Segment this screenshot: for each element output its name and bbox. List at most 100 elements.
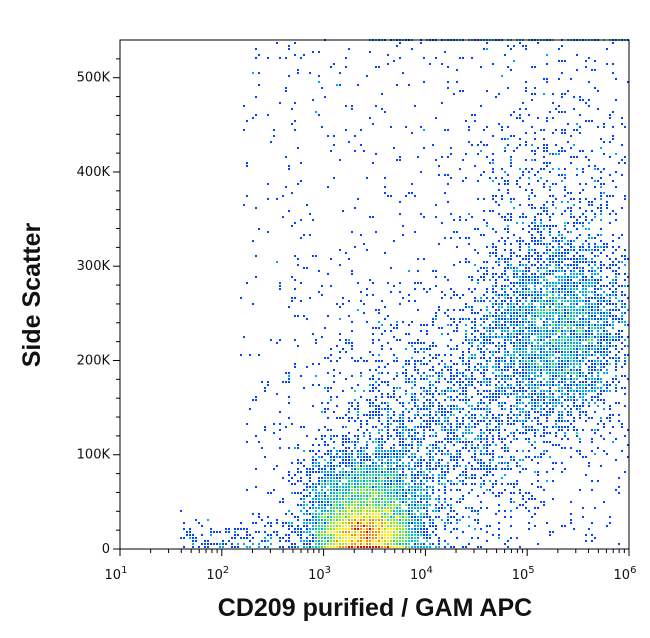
event-dot <box>471 420 473 422</box>
event-dot <box>396 480 398 482</box>
event-dot <box>309 480 311 482</box>
event-dot <box>315 342 317 344</box>
event-dot <box>537 180 539 182</box>
event-dot <box>555 357 557 359</box>
event-dot <box>462 159 464 161</box>
event-dot <box>522 306 524 308</box>
event-dot <box>381 429 383 431</box>
event-dot <box>504 390 506 392</box>
event-dot <box>348 408 350 410</box>
event-dot <box>456 405 458 407</box>
event-dot <box>483 300 485 302</box>
event-dot <box>246 441 248 443</box>
event-dot <box>402 483 404 485</box>
event-dot <box>381 435 383 437</box>
event-dot <box>624 471 626 473</box>
event-dot <box>567 411 569 413</box>
event-dot <box>423 402 425 404</box>
event-dot <box>366 414 368 416</box>
event-dot <box>525 306 527 308</box>
event-dot <box>351 498 353 500</box>
event-dot <box>426 528 428 530</box>
event-dot <box>561 315 563 317</box>
event-dot <box>552 153 554 155</box>
event-dot <box>612 441 614 443</box>
event-dot <box>558 168 560 170</box>
event-dot <box>456 363 458 365</box>
event-dot <box>510 324 512 326</box>
event-dot <box>435 528 437 530</box>
event-dot <box>573 306 575 308</box>
event-dot <box>318 516 320 518</box>
event-dot <box>600 219 602 221</box>
event-dot <box>585 240 587 242</box>
event-dot <box>519 330 521 332</box>
event-dot <box>480 468 482 470</box>
event-dot <box>306 531 308 533</box>
event-dot <box>489 444 491 446</box>
event-dot <box>564 291 566 293</box>
event-dot <box>609 315 611 317</box>
event-dot <box>399 474 401 476</box>
event-dot <box>543 243 545 245</box>
event-dot <box>516 429 518 431</box>
event-dot <box>444 465 446 467</box>
event-dot <box>543 285 545 287</box>
event-dot <box>543 441 545 443</box>
event-dot <box>366 420 368 422</box>
event-dot <box>510 258 512 260</box>
event-dot <box>558 288 560 290</box>
event-dot <box>567 264 569 266</box>
event-dot <box>444 489 446 491</box>
event-dot <box>456 450 458 452</box>
event-dot <box>561 420 563 422</box>
event-dot <box>285 426 287 428</box>
event-dot <box>558 396 560 398</box>
event-dot <box>540 207 542 209</box>
event-dot <box>558 261 560 263</box>
event-dot <box>456 528 458 530</box>
event-dot <box>588 327 590 329</box>
event-dot <box>558 243 560 245</box>
event-dot <box>597 324 599 326</box>
event-dot <box>381 345 383 347</box>
event-dot <box>486 363 488 365</box>
event-dot <box>489 255 491 257</box>
event-dot <box>420 438 422 440</box>
event-dot <box>312 525 314 527</box>
event-dot <box>519 390 521 392</box>
event-dot <box>420 543 422 545</box>
event-dot <box>420 507 422 509</box>
event-dot <box>345 378 347 380</box>
event-dot <box>288 540 290 542</box>
event-dot <box>534 345 536 347</box>
event-dot <box>567 243 569 245</box>
event-dot <box>387 384 389 386</box>
event-dot <box>579 222 581 224</box>
event-dot <box>570 303 572 305</box>
event-dot <box>426 477 428 479</box>
event-dot <box>510 336 512 338</box>
event-dot <box>588 372 590 374</box>
event-dot <box>588 354 590 356</box>
event-dot <box>492 351 494 353</box>
event-dot <box>576 387 578 389</box>
event-dot <box>573 255 575 257</box>
event-dot <box>582 360 584 362</box>
event-dot <box>474 510 476 512</box>
event-dot <box>285 156 287 158</box>
event-dot <box>507 228 509 230</box>
event-dot <box>420 456 422 458</box>
event-dot <box>468 237 470 239</box>
event-dot <box>528 312 530 314</box>
event-dot <box>483 276 485 278</box>
event-dot <box>489 300 491 302</box>
event-dot <box>543 336 545 338</box>
event-dot <box>591 369 593 371</box>
event-dot <box>405 444 407 446</box>
event-dot <box>483 345 485 347</box>
event-dot <box>546 471 548 473</box>
event-dot <box>588 285 590 287</box>
event-dot <box>561 429 563 431</box>
event-dot <box>549 258 551 260</box>
